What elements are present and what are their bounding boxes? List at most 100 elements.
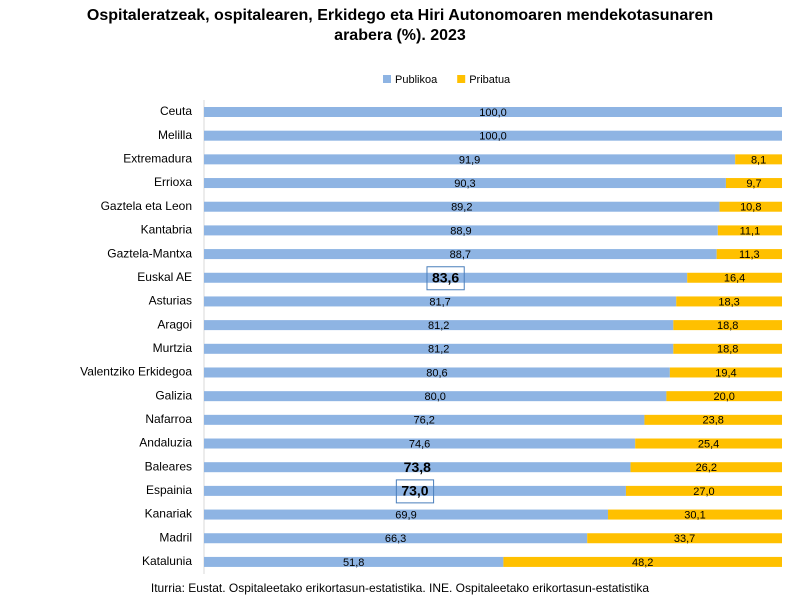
bar-segment: [204, 225, 718, 236]
y-tick-label: Kantabria: [141, 223, 193, 237]
data-label: 81,2: [428, 320, 449, 332]
data-label: 11,3: [739, 249, 760, 261]
data-label: 10,8: [740, 202, 761, 214]
highlight-box: [426, 266, 465, 291]
y-tick-label: Gaztela-Mantxa: [107, 246, 192, 260]
bar-segment: [204, 107, 782, 117]
y-tick-label: Nafarroa: [145, 412, 192, 426]
data-label: 88,9: [450, 225, 471, 237]
legend-swatch: [383, 75, 391, 83]
bar-segment: [204, 509, 609, 520]
bar-segment: [204, 296, 677, 307]
chart-title: Ospitaleratzeak, ospitalearen, Erkidego …: [86, 7, 714, 44]
bar-segment: [716, 249, 782, 260]
data-label: 100,0: [479, 131, 507, 143]
data-label: 23,8: [703, 415, 724, 427]
data-label: 66,3: [385, 533, 406, 545]
y-tick-label: Aragoi: [157, 317, 192, 331]
data-label: 100,0: [479, 107, 507, 119]
y-tick-label: Extremadura: [123, 152, 192, 166]
data-label: 25,4: [698, 438, 719, 450]
y-tick-label: Errioxa: [154, 175, 192, 189]
bar-segment: [204, 438, 636, 449]
bar-segment: [608, 509, 782, 520]
y-tick-label: Baleares: [145, 459, 192, 473]
y-tick-label: Euskal AE: [137, 270, 192, 284]
bar-segment: [204, 485, 626, 496]
data-label: 19,4: [715, 367, 736, 379]
data-label: 33,7: [674, 533, 695, 545]
data-label: 48,2: [632, 557, 653, 569]
data-label: 80,0: [424, 391, 445, 403]
bar-segment: [735, 154, 782, 165]
bar-segment: [673, 343, 782, 354]
bar-segment: [204, 320, 674, 331]
data-label: 18,8: [717, 320, 738, 332]
y-tick-label: Melilla: [158, 128, 192, 142]
bar-segment: [666, 391, 782, 402]
data-label: 16,4: [724, 273, 745, 285]
y-tick-label: Kanariak: [145, 507, 193, 521]
bar-segment: [204, 367, 670, 378]
bar-segment: [204, 201, 720, 212]
bar-segment: [717, 225, 782, 236]
data-label: 73,8: [404, 459, 431, 475]
bar-segment: [204, 130, 782, 141]
data-label: 20,0: [713, 391, 734, 403]
bar-segment: [687, 272, 782, 283]
bar-segment: [725, 178, 782, 189]
data-label: 80,6: [426, 367, 447, 379]
data-label: 88,7: [450, 249, 471, 261]
bar-segment: [625, 485, 782, 496]
data-label: 81,2: [428, 344, 449, 356]
bar-segment: [673, 320, 782, 331]
data-label: 73,0: [401, 483, 428, 499]
bar-segment: [587, 533, 782, 544]
bar-segment: [669, 367, 782, 378]
bar-segment: [204, 343, 674, 354]
data-label: 81,7: [429, 296, 450, 308]
bar-segment: [204, 533, 588, 544]
bar-segment: [204, 154, 736, 165]
data-label: 30,1: [684, 509, 705, 521]
y-tick-label: Andaluzia: [139, 436, 192, 450]
source: Iturria: Eustat. Ospitaleetako erikortas…: [151, 581, 650, 595]
y-tick-label: Gaztela eta Leon: [101, 199, 192, 213]
data-label: 69,9: [395, 509, 416, 521]
data-label: 18,8: [717, 344, 738, 356]
bar-segment: [204, 272, 688, 283]
bar-segment: [676, 296, 782, 307]
y-tick-label: Galizia: [155, 388, 192, 402]
data-label: 76,2: [414, 415, 435, 427]
bar-segment: [204, 178, 726, 189]
highlight-box: [395, 479, 435, 504]
legend-label: Publikoa: [395, 74, 438, 86]
bar-segment: [204, 556, 504, 567]
data-label: 91,9: [459, 154, 480, 166]
data-label: 11,1: [740, 225, 761, 237]
y-tick-label: Valentziko Erkidegoa: [80, 365, 192, 379]
data-label: 18,3: [718, 296, 739, 308]
bar-segment: [644, 414, 782, 425]
data-label: 8,1: [751, 154, 766, 166]
bar-segment: [204, 249, 717, 260]
bar-segment: [635, 438, 782, 449]
bar-segment: [630, 462, 782, 473]
y-tick-label: Madril: [159, 530, 192, 544]
data-label: 83,6: [432, 269, 459, 285]
legend-swatch: [457, 75, 466, 83]
bar-segment: [204, 462, 631, 473]
data-label: 74,6: [409, 438, 430, 450]
data-label: 89,2: [451, 202, 472, 214]
legend-label: Pribatua: [469, 74, 511, 86]
y-tick-label: Murtzia: [153, 341, 193, 355]
bar-segment: [719, 201, 782, 212]
bar-segment: [503, 556, 782, 567]
y-tick-label: Katalunia: [142, 554, 192, 568]
data-label: 9,7: [746, 178, 761, 190]
y-tick-label: Asturias: [149, 294, 192, 308]
data-label: 90,3: [454, 178, 475, 190]
data-label: 27,0: [693, 486, 714, 498]
